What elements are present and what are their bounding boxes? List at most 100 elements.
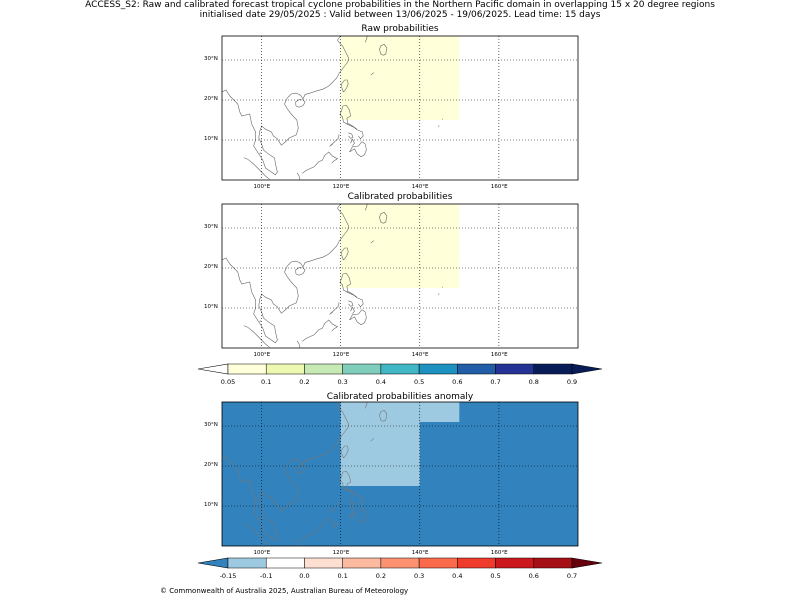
lon-tick-label: 160°E: [490, 184, 508, 190]
colorbar-tick-label: 0.9: [566, 378, 578, 386]
coastline-17: [437, 491, 440, 494]
figure-title-line1: ACCESS_S2: Raw and calibrated forecast t…: [85, 0, 715, 10]
coastline-15: [302, 151, 339, 174]
colorbar-segment: [418, 363, 458, 375]
lon-tick-label: 160°E: [490, 550, 508, 556]
figure-title-line2: initialised date 29/05/2025 : Valid betw…: [199, 10, 601, 20]
colorbar-tick-label: 0.6: [452, 378, 463, 386]
probability-region-east: [419, 204, 460, 260]
map-content: [222, 402, 578, 546]
coastline-6: [350, 306, 355, 314]
colorbar-tick-label: 0.5: [490, 572, 501, 580]
lat-tick-label: 30°N: [204, 422, 218, 428]
lat-tick-label: 10°N: [204, 304, 218, 310]
colorbar-tick-label: 0.2: [375, 572, 387, 580]
colorbar-over-triangle: [571, 363, 603, 375]
coastline-6: [350, 504, 355, 512]
colorbar-segment: [495, 363, 535, 375]
lon-tick-label: 140°E: [411, 352, 429, 358]
map-frame: [221, 401, 579, 547]
colorbar-segment: [227, 557, 267, 569]
anomaly-region-west: [340, 402, 420, 486]
coastline-1: [341, 79, 349, 93]
colorbar-segment: [380, 363, 420, 375]
colorbar-tick-label: 0.8: [528, 378, 539, 386]
coastline-11: [370, 438, 374, 442]
colorbar-under-triangle: [197, 557, 229, 569]
coastline-5: [348, 498, 354, 505]
panel-title-calibrated: Calibrated probabilities: [347, 192, 453, 202]
colorbar-tick-label: 0.6: [528, 572, 539, 580]
coastline-14: [296, 172, 301, 180]
coastline-7: [349, 507, 367, 524]
coastline-8: [329, 302, 340, 315]
panel-title-raw: Raw probabilities: [361, 24, 439, 34]
coastline-1: [341, 445, 349, 459]
colorbar-probabilities: [197, 363, 603, 375]
coastline-0: [222, 402, 349, 542]
coastline-13: [243, 157, 270, 180]
colorbar-tick-label: 0.5: [413, 378, 425, 386]
colorbar-segment: [265, 363, 305, 375]
map-calibrated-probabilities: [221, 203, 579, 349]
colorbar-tick-label: -0.1: [259, 572, 273, 580]
coastline-5: [348, 132, 354, 139]
map-frame: [221, 35, 579, 181]
colorbar-tick-label: 0.7: [566, 572, 578, 580]
anomaly-region-east: [419, 402, 460, 422]
coastline-7: [349, 141, 367, 158]
map-content: [222, 36, 578, 180]
colorbar-segment: [457, 557, 496, 569]
coastline-8: [329, 500, 340, 513]
map-content: [222, 204, 578, 348]
colorbar-segment: [304, 363, 343, 375]
coastline-11: [370, 240, 374, 244]
colorbar-segment: [533, 363, 573, 375]
coastline-4: [357, 129, 364, 140]
lat-tick-label: 20°N: [204, 264, 218, 270]
coastline-3: [339, 471, 358, 497]
probability-region-east: [419, 36, 460, 92]
coastline-9: [379, 410, 388, 422]
coastline-14: [296, 340, 301, 348]
coastline-4: [357, 297, 364, 308]
lat-tick-label: 20°N: [204, 462, 218, 468]
lat-tick-label: 10°N: [204, 502, 218, 508]
coastline-15: [302, 517, 339, 540]
coastline-3: [339, 105, 358, 131]
coastline-2: [295, 465, 306, 474]
coastline-13: [243, 523, 270, 546]
colorbar-segment: [304, 557, 343, 569]
coastline-7: [349, 309, 367, 326]
colorbar-segment: [495, 557, 535, 569]
colorbar-tick-label: 0.7: [490, 378, 501, 386]
lon-tick-label: 140°E: [411, 184, 429, 190]
coastline-17: [437, 125, 440, 128]
colorbar-tick-label: 0.2: [299, 378, 310, 386]
colorbar-over-triangle: [571, 557, 603, 569]
map-raw-probabilities: [221, 35, 579, 181]
lon-tick-label: 120°E: [332, 550, 350, 556]
coastline-1: [341, 247, 349, 261]
lon-tick-label: 100°E: [253, 184, 271, 190]
coastline-0: [222, 36, 349, 176]
coastline-3: [339, 273, 358, 299]
colorbar-segment: [265, 557, 305, 569]
coastline-10: [364, 402, 368, 409]
coastline-9: [379, 44, 388, 56]
coastline-2: [295, 267, 306, 276]
colorbar-tick-label: 0.1: [337, 572, 348, 580]
lat-tick-label: 10°N: [204, 136, 218, 142]
lat-tick-label: 30°N: [204, 224, 218, 230]
colorbar-segment: [342, 363, 382, 375]
colorbar-segment: [457, 363, 496, 375]
colorbar-segment: [418, 557, 458, 569]
lon-tick-label: 140°E: [411, 550, 429, 556]
lat-tick-label: 30°N: [204, 56, 218, 62]
coastline-12: [259, 518, 262, 521]
colorbar-tick-label: 0.3: [337, 378, 348, 386]
colorbar-tick-label: 0.1: [261, 378, 272, 386]
lon-tick-label: 120°E: [332, 184, 350, 190]
coastline-5: [348, 300, 354, 307]
map-calibrated-anomaly: [221, 401, 579, 547]
